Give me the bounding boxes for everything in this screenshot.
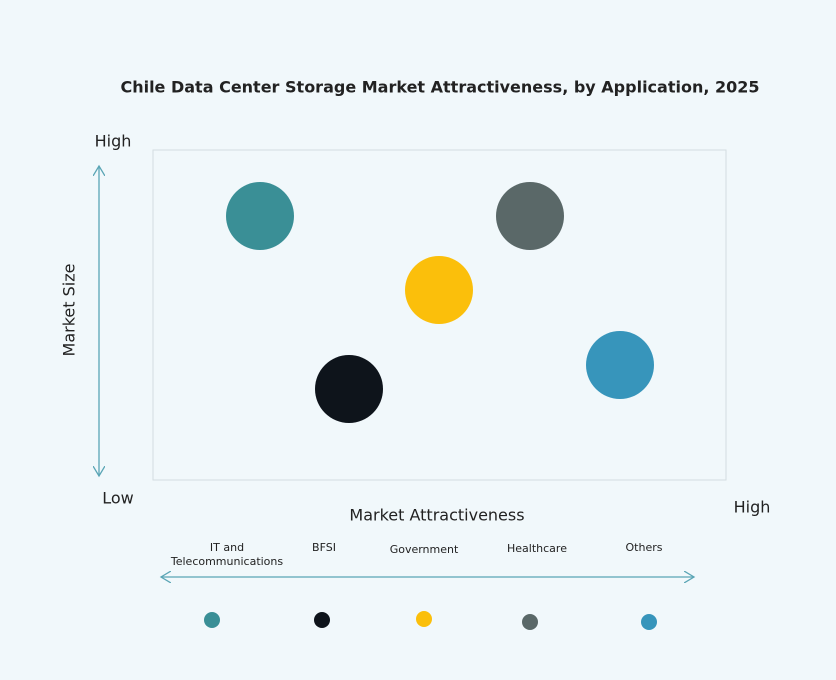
legend-label: BFSI [312,541,336,554]
plot-frame [152,149,727,481]
title: Chile Data Center Storage Market Attract… [120,78,759,97]
legend-dot [204,612,220,628]
bubble [226,182,294,250]
bubble [405,256,473,324]
y-axis-label: Market Size [60,264,79,357]
legend-dot [522,614,538,630]
bubble [496,182,564,250]
legend-label: Government [389,543,459,556]
legend-dot [314,612,330,628]
y-low: Low [102,489,134,508]
bubble [315,355,383,423]
x-axis-label: Market Attractiveness [349,506,524,525]
x-high: High [734,498,771,517]
legend-label: Others [625,541,663,554]
legend-label: Healthcare [507,542,567,555]
legend-dot [416,611,432,627]
bubble [586,331,654,399]
y-high: High [95,132,132,151]
legend-dot [641,614,657,630]
legend-label: IT and Telecommunications [170,541,284,568]
